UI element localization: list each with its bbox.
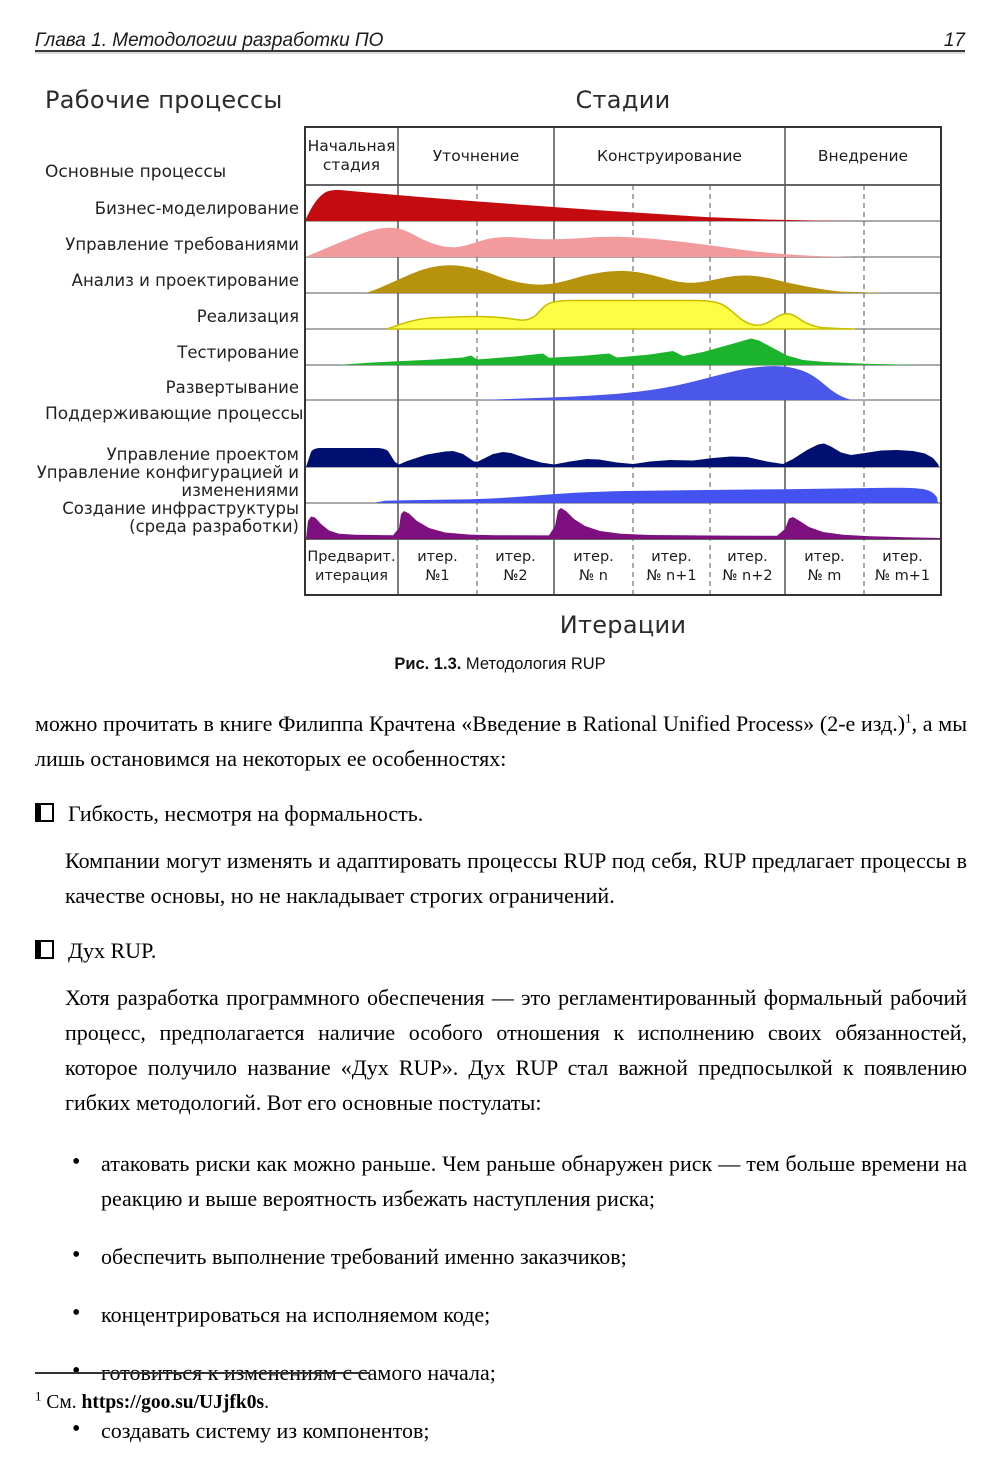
list-item: концентрироваться на исполняемом коде;	[72, 1296, 967, 1332]
list-item-body: Компании могут изменять и адаптировать п…	[65, 848, 967, 908]
phase-header-construction: Конструирование	[597, 146, 742, 165]
list-item: Гибкость, несмотря на формальность.	[35, 796, 967, 831]
square-bullet-icon	[35, 940, 54, 959]
footnote-reference: 1	[905, 710, 912, 726]
row-label-environment: Создание инфраструктуры (среда разработк…	[62, 499, 299, 536]
row-label-business-modeling: Бизнес-моделирование	[94, 199, 299, 218]
list-item: Дух RUP.	[35, 933, 967, 968]
list-item-body: Хотя разработка программного обеспечения…	[65, 985, 967, 1115]
iteration-cell-n1: итер. № n+1	[646, 549, 697, 584]
hump-environment	[306, 508, 941, 539]
list-item: атаковать риски как можно раньше. Чем ра…	[72, 1145, 967, 1216]
figure-caption-label: Рис. 1.3.	[394, 655, 462, 673]
hump-implementation	[386, 299, 856, 330]
list-item-title: Дух RUP.	[68, 938, 157, 963]
list-item: обеспечить выполнение требований именно …	[72, 1238, 967, 1274]
workflows-title: Рабочие процессы	[45, 86, 283, 114]
footnote: 1 См. https://goo.su/UJjfk0s.	[35, 1388, 269, 1414]
page-number: 17	[943, 30, 965, 51]
iteration-cell-n2: итер. № n+2	[722, 549, 773, 584]
body-text: можно прочитать в книге Филиппа Крачтена…	[35, 706, 967, 1459]
phase-header-inception: Начальная стадия	[307, 137, 396, 174]
hump-requirements-management	[305, 227, 855, 257]
figure-caption-text: Методология RUP	[461, 655, 606, 673]
postulates-list: атаковать риски как можно раньше. Чем ра…	[72, 1145, 967, 1448]
rup-figure: Рабочие процессы Стадии Итерации Начальн…	[25, 80, 975, 655]
list-item-title: Гибкость, несмотря на формальность.	[68, 801, 424, 826]
list-item: создавать систему из компонентов;	[72, 1412, 967, 1448]
header-rule	[35, 50, 965, 52]
hump-deployment	[477, 366, 855, 400]
footnote-rule	[35, 1372, 370, 1374]
footnote-link[interactable]: https://goo.su/UJjfk0s	[81, 1392, 265, 1413]
iteration-cell-m: итер. № m	[804, 549, 845, 584]
hump-testing	[337, 338, 920, 365]
grid-border	[304, 126, 942, 596]
intro-paragraph: можно прочитать в книге Филиппа Крачтена…	[35, 710, 967, 771]
iteration-cell-m1: итер. № m+1	[874, 549, 931, 584]
hump-business-modeling	[305, 190, 860, 221]
group-support-processes: Поддерживающие процессы	[45, 404, 304, 424]
square-bullet-icon	[35, 803, 54, 822]
row-label-implementation: Реализация	[196, 307, 299, 326]
hump-configuration-management	[373, 487, 938, 503]
footnote-mark: 1	[35, 1388, 42, 1404]
row-label-project-management: Управление проектом	[106, 445, 299, 464]
stages-title: Стадии	[575, 86, 671, 114]
hump-analysis-design	[365, 265, 885, 293]
hump-project-management	[306, 443, 939, 467]
chapter-title: Глава 1. Методологии разработки ПО	[35, 30, 384, 51]
iteration-cell-preliminary: Предварит. итерация	[307, 549, 396, 584]
iterations-title: Итерации	[559, 611, 687, 639]
phase-header-transition: Внедрение	[817, 146, 909, 165]
rup-chart-svg	[304, 126, 942, 596]
phase-header-elaboration: Уточнение	[432, 146, 520, 165]
row-label-requirements: Управление требованиями	[65, 235, 299, 254]
row-label-testing: Тестирование	[177, 343, 299, 362]
row-label-analysis-design: Анализ и проектирование	[71, 271, 299, 290]
iteration-cell-2: итер. №2	[495, 549, 536, 584]
row-label-config-management: Управление конфигурацией и изменениями	[36, 463, 299, 500]
iteration-cell-n: итер. № n	[573, 549, 614, 584]
figure-caption: Рис. 1.3. Методология RUP	[0, 655, 1000, 674]
running-head: Глава 1. Методологии разработки ПО 17	[35, 24, 965, 52]
iteration-cell-1: итер. №1	[417, 549, 458, 584]
group-main-processes: Основные процессы	[45, 162, 227, 182]
row-label-deployment: Развертывание	[165, 378, 299, 397]
